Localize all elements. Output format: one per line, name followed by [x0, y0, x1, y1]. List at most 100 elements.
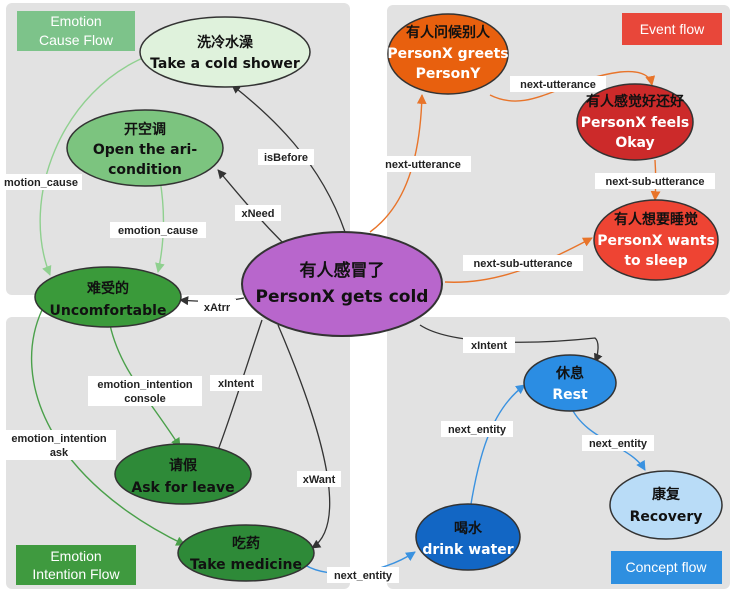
node-sleep-en2: to sleep — [624, 253, 687, 269]
node-center[interactable]: 有人感冒了 PersonX gets cold — [241, 231, 443, 337]
edge-label-xintent-rest: xIntent — [463, 337, 515, 353]
edge-label-next-utterance-1: next-utterance — [375, 156, 471, 172]
node-greets-en2: PersonY — [416, 66, 482, 82]
node-ask-leave-shape — [114, 443, 252, 505]
node-cold-shower-en: Take a cold shower — [150, 56, 300, 72]
node-center-zh: 有人感冒了 — [300, 260, 385, 281]
node-center-shape — [241, 231, 443, 337]
edge-label-motion-cause-text: motion_cause — [4, 177, 78, 189]
edge-label-emotion-intention-ask-l1: emotion_intention — [11, 433, 107, 445]
node-ask-leave[interactable]: 请假 Ask for leave — [114, 443, 252, 505]
legend-concept-box — [611, 551, 722, 584]
edge-label-emotion-intention-ask: emotion_intention ask — [2, 430, 116, 460]
node-cold-shower[interactable]: 洗冷水澡 Take a cold shower — [139, 16, 311, 88]
edge-label-next-sub-utterance-1: next-sub-utterance — [463, 255, 583, 271]
edge-label-xneed-text: xNeed — [241, 208, 274, 220]
edge-label-next-entity-1: next_entity — [327, 567, 399, 583]
edge-label-next-sub-utterance-2: next-sub-utterance — [595, 173, 715, 189]
legend-concept-title: Concept flow — [626, 559, 708, 575]
edge-label-xintent-ask-text: xIntent — [218, 378, 254, 390]
node-greets-shape — [387, 13, 509, 95]
edge-label-emotion-intention-console: emotion_intention console — [88, 376, 202, 406]
edge-label-emotion-cause-text: emotion_cause — [118, 225, 198, 237]
edge-motion-cause — [39, 54, 151, 276]
legend-cause-line1: Emotion — [50, 13, 101, 29]
legend-event-title: Event flow — [640, 21, 705, 37]
legend-intention-line1: Emotion — [50, 548, 101, 564]
node-cold-shower-shape — [139, 16, 311, 88]
node-sleep-shape — [593, 199, 719, 281]
edge-label-next-entity-3-text: next_entity — [589, 438, 648, 450]
node-medicine[interactable]: 吃药 Take medicine — [177, 524, 315, 582]
legend-intention-line2: Intention Flow — [32, 566, 120, 582]
node-feels-okay[interactable]: 有人感觉好还好 PersonX feels Okay — [576, 83, 694, 161]
node-sleep-zh: 有人想要睡觉 — [614, 211, 698, 228]
node-feels-okay-en2: Okay — [615, 135, 654, 151]
node-feels-okay-en1: PersonX feels — [581, 115, 689, 131]
edge-label-next-entity-2: next_entity — [441, 421, 513, 437]
edge-label-next-sub-utterance-2-text: next-sub-utterance — [605, 176, 704, 188]
edge-label-emotion-intention-console-l2: console — [124, 393, 166, 405]
edge-label-xneed: xNeed — [235, 205, 281, 221]
node-recovery-shape — [609, 470, 723, 540]
edge-label-emotion-cause: emotion_cause — [110, 222, 206, 238]
node-recovery[interactable]: 康复 Recovery — [609, 470, 723, 540]
edge-label-xwant-text: xWant — [303, 474, 336, 486]
node-recovery-zh: 康复 — [652, 486, 681, 503]
edge-label-emotion-intention-ask-l2: ask — [50, 447, 69, 459]
node-drink-water-en: drink water — [422, 542, 513, 558]
edge-label-next-utterance-2: next-utterance — [510, 76, 606, 92]
node-aircon-en2: condition — [108, 162, 182, 178]
node-cold-shower-zh: 洗冷水澡 — [197, 34, 254, 51]
edge-label-emotion-intention-console-l1: emotion_intention — [97, 379, 193, 391]
node-greets[interactable]: 有人问候别人 PersonX greets PersonY — [387, 13, 509, 95]
node-center-en: PersonX gets cold — [256, 287, 429, 307]
edge-xneed — [217, 169, 286, 246]
legend-intention-box — [16, 545, 136, 585]
node-uncomfortable-zh: 难受的 — [86, 280, 129, 297]
legend-cause-box — [17, 11, 135, 51]
node-medicine-shape — [177, 524, 315, 582]
node-aircon[interactable]: 开空调 Open the ari- condition — [66, 109, 224, 187]
legend-event-box — [622, 13, 722, 45]
edge-label-next-entity-2-text: next_entity — [448, 424, 507, 436]
node-uncomfortable[interactable]: 难受的 Uncomfortable — [34, 266, 182, 328]
node-medicine-zh: 吃药 — [232, 535, 260, 552]
node-rest-shape — [523, 354, 617, 412]
edge-emotion-intention-ask — [30, 309, 186, 546]
edge-label-xintent-rest-text: xIntent — [471, 340, 507, 352]
edge-label-next-utterance-2-text: next-utterance — [520, 79, 596, 91]
node-aircon-shape — [66, 109, 224, 187]
edge-label-xwant: xWant — [297, 471, 341, 487]
edge-next-entity-2 — [469, 384, 526, 511]
node-ask-leave-zh: 请假 — [169, 457, 198, 474]
node-drink-water[interactable]: 喝水 drink water — [415, 503, 521, 571]
edge-next-utterance-2 — [489, 70, 656, 102]
node-sleep-en1: PersonX wants — [597, 233, 715, 249]
node-rest-en: Rest — [552, 387, 588, 403]
node-feels-okay-shape — [576, 83, 694, 161]
edge-xintent-rest — [419, 324, 603, 363]
edge-next-utterance-1 — [369, 94, 427, 233]
edge-label-motion-cause: motion_cause — [0, 174, 82, 190]
edge-label-next-sub-utterance-1-text: next-sub-utterance — [473, 258, 572, 270]
node-aircon-en1: Open the ari- — [93, 142, 197, 158]
node-uncomfortable-en: Uncomfortable — [50, 303, 167, 319]
node-aircon-zh: 开空调 — [124, 121, 166, 138]
node-drink-water-zh: 喝水 — [454, 520, 483, 537]
edge-label-xatrr-text: xAtrr — [204, 302, 231, 314]
node-rest-zh: 休息 — [555, 365, 584, 382]
node-uncomfortable-shape — [34, 266, 182, 328]
edge-label-isbefore: isBefore — [258, 149, 314, 165]
edge-xwant — [277, 324, 331, 549]
node-feels-okay-zh: 有人感觉好还好 — [586, 93, 684, 110]
node-sleep[interactable]: 有人想要睡觉 PersonX wants to sleep — [593, 199, 719, 281]
edge-label-isbefore-text: isBefore — [264, 152, 308, 164]
legend-cause-line2: Cause Flow — [39, 32, 114, 48]
edge-label-next-utterance-1-text: next-utterance — [385, 159, 461, 171]
node-rest[interactable]: 休息 Rest — [523, 354, 617, 412]
node-drink-water-shape — [415, 503, 521, 571]
edge-xintent-ask — [213, 319, 263, 459]
